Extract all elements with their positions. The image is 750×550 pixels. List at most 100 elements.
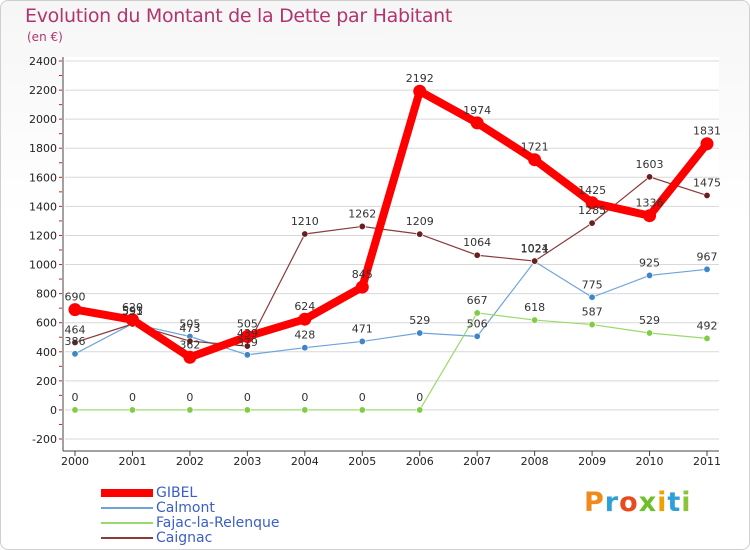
data-label: 967: [697, 250, 718, 263]
data-label: 1285: [578, 204, 606, 217]
data-point: [703, 191, 711, 199]
x-tick-label: 2010: [636, 455, 664, 468]
data-point: [588, 293, 596, 301]
data-point: [301, 230, 309, 238]
chart-subtitle: (en €): [27, 30, 63, 44]
logo-letter: P: [584, 487, 605, 518]
data-point: [646, 173, 654, 181]
x-tick-label: 2008: [521, 455, 549, 468]
proxiti-logo: Proxiti: [584, 487, 692, 518]
x-tick-label: 2001: [118, 455, 146, 468]
legend-swatch: [101, 537, 153, 539]
x-tick-label: 2007: [463, 455, 491, 468]
legend-label: GIBEL: [156, 485, 198, 501]
data-label: 690: [65, 291, 86, 304]
y-tick-label: 1400: [29, 200, 57, 213]
data-point: [416, 230, 424, 238]
data-label: 0: [129, 391, 136, 404]
x-tick-label: 2000: [61, 455, 89, 468]
y-tick-label: 0: [50, 404, 57, 417]
data-point: [700, 137, 714, 151]
data-label: 1209: [406, 215, 434, 228]
data-label: 464: [65, 323, 86, 336]
x-tick-label: 2009: [578, 455, 606, 468]
data-label: 0: [244, 391, 251, 404]
x-tick-label: 2006: [406, 455, 434, 468]
data-point: [528, 153, 542, 167]
data-label: 1262: [348, 207, 376, 220]
data-label: 775: [582, 278, 603, 291]
data-point: [240, 330, 254, 344]
data-label: 593: [122, 305, 143, 318]
x-tick-label: 2005: [348, 455, 376, 468]
data-point: [186, 406, 194, 414]
data-point: [71, 406, 79, 414]
data-point: [470, 116, 484, 130]
x-tick-label: 2002: [176, 455, 204, 468]
data-label: 620: [122, 301, 143, 314]
data-label: 506: [467, 317, 488, 330]
legend-swatch: [101, 489, 153, 497]
data-label: 1603: [636, 158, 664, 171]
data-label: 0: [186, 391, 193, 404]
legend-label: Caignac: [156, 530, 213, 546]
data-label: 845: [352, 268, 373, 281]
data-label: 379: [237, 336, 258, 349]
data-label: 1974: [463, 104, 491, 117]
data-label: 0: [416, 391, 423, 404]
y-tick-label: -200: [32, 433, 57, 446]
x-tick-label: 2004: [291, 455, 319, 468]
series-line-gibel: [71, 87, 711, 362]
y-tick-label: 1200: [29, 229, 57, 242]
data-point: [125, 313, 139, 327]
data-point: [68, 303, 82, 317]
data-point: [646, 329, 654, 337]
data-label: 667: [467, 294, 488, 307]
y-tick-label: 2400: [29, 55, 57, 68]
data-label: 529: [409, 314, 430, 327]
y-tick-label: 600: [36, 317, 57, 330]
data-point: [588, 321, 596, 329]
legend-label: Fajac-la-Relenque: [156, 515, 280, 531]
data-label: 0: [301, 391, 308, 404]
data-label: 428: [294, 329, 315, 342]
legend-swatch: [101, 522, 153, 524]
data-point: [298, 312, 312, 326]
data-label: 1831: [693, 125, 721, 138]
data-point: [643, 209, 657, 223]
series-line-caignac: [74, 176, 708, 347]
data-point: [473, 309, 481, 317]
data-point: [243, 351, 251, 359]
data-point: [473, 251, 481, 259]
data-point: [301, 406, 309, 414]
logo-letter: t: [667, 487, 682, 518]
data-point: [355, 280, 369, 294]
data-label: 1064: [463, 236, 491, 249]
legend-swatch: [101, 507, 153, 509]
data-label: 492: [697, 319, 718, 332]
data-point: [358, 406, 366, 414]
data-label: 1721: [521, 141, 549, 154]
data-point: [473, 332, 481, 340]
y-tick-label: 400: [36, 346, 57, 359]
data-label: 1210: [291, 215, 319, 228]
data-point: [71, 338, 79, 346]
data-point: [243, 406, 251, 414]
data-point: [71, 350, 79, 358]
data-point: [703, 334, 711, 342]
data-label: 1336: [636, 197, 664, 210]
x-tick-label: 2003: [233, 455, 261, 468]
data-label: 925: [639, 256, 660, 269]
data-label: 587: [582, 306, 603, 319]
data-label: 1425: [578, 184, 606, 197]
data-point: [186, 337, 194, 345]
y-tick-label: 800: [36, 288, 57, 301]
data-label: 0: [359, 391, 366, 404]
data-label: 1475: [693, 176, 721, 189]
data-point: [358, 222, 366, 230]
data-label: 362: [179, 338, 200, 351]
data-label: 1024: [521, 242, 549, 255]
data-point: [531, 257, 539, 265]
